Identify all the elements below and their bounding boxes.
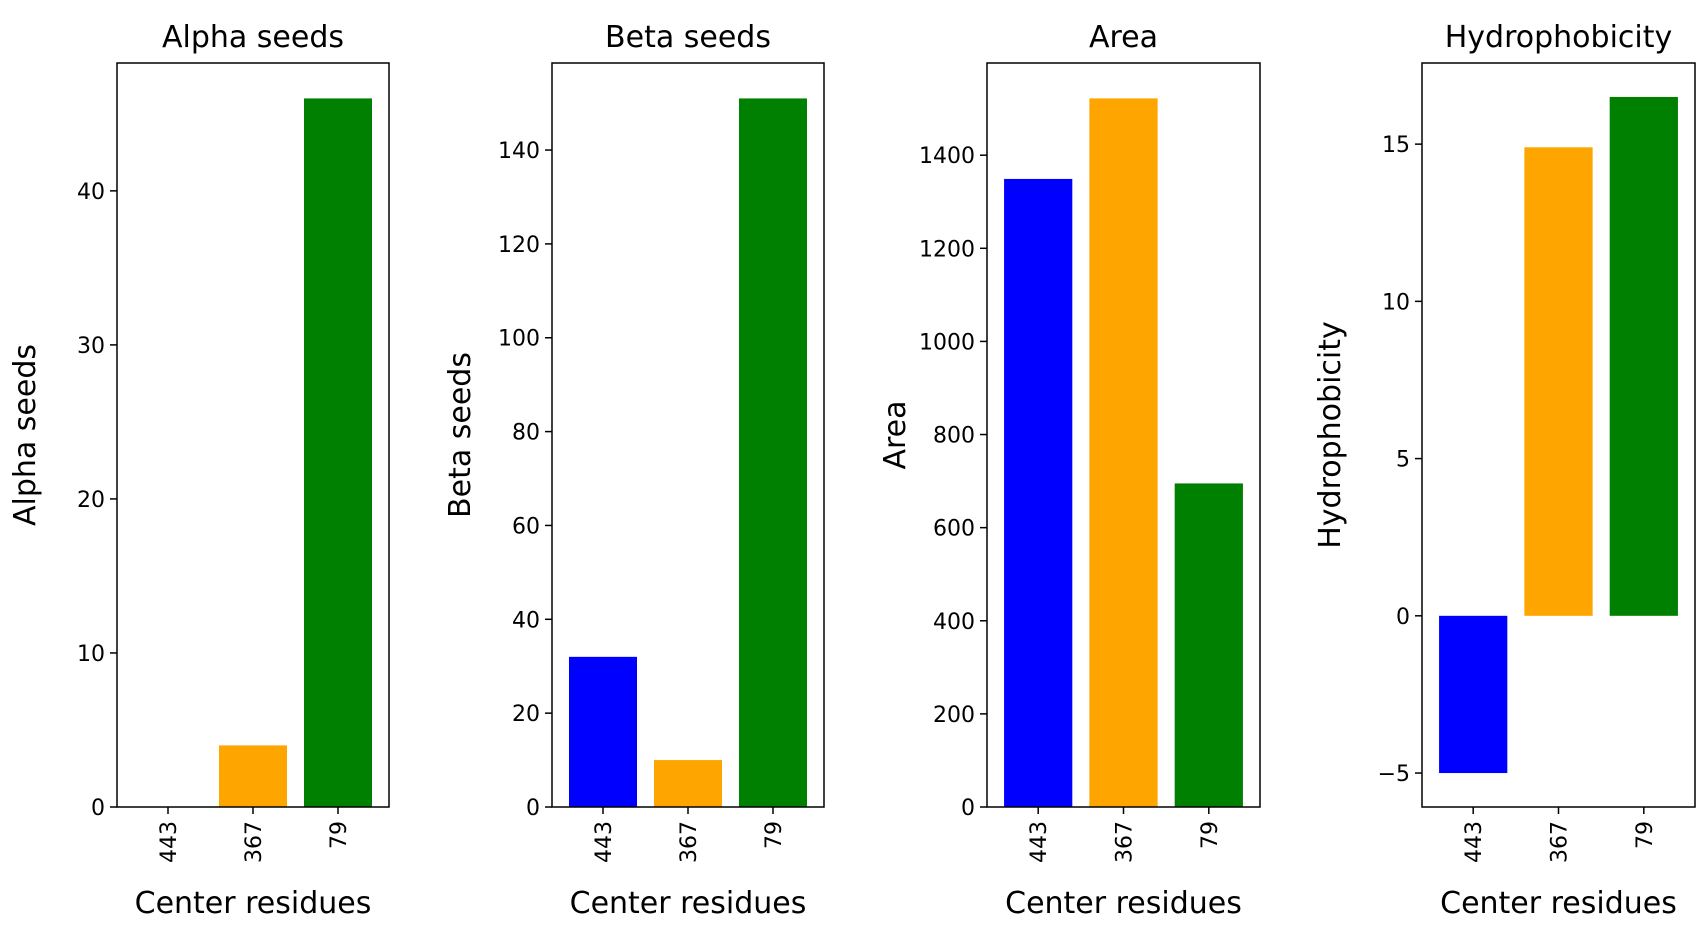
y-tick-label: −5: [1378, 762, 1410, 787]
chart-title: Hydrophobicity: [1445, 20, 1673, 55]
bar-443: [569, 656, 637, 807]
chart-title: Alpha seeds: [162, 20, 344, 55]
y-tick-label: 1400: [919, 144, 975, 169]
y-tick-label: 15: [1382, 133, 1410, 158]
bar-367: [219, 745, 287, 807]
bar-79: [1174, 483, 1243, 807]
x-axis-label: Center residues: [1005, 886, 1242, 921]
y-tick-label: 5: [1396, 448, 1410, 473]
x-tick-label: 443: [1027, 821, 1052, 863]
y-tick-label: 0: [91, 796, 105, 821]
y-tick-label: 10: [77, 642, 105, 667]
y-axis-label: Hydrophobicity: [1313, 321, 1348, 549]
bar-79: [1609, 96, 1678, 616]
chart-title: Area: [1089, 20, 1158, 55]
x-tick-label: 79: [762, 821, 787, 849]
y-axis-label: Beta seeds: [443, 352, 478, 518]
y-tick-label: 600: [933, 517, 975, 542]
x-axis-label: Center residues: [570, 886, 807, 921]
bar-367: [654, 760, 722, 807]
chart-panel-4: −5 0 5 10 15 443 367 79 Hydrophobicity Center res…: [1313, 20, 1696, 921]
y-tick-label: 120: [498, 233, 540, 258]
y-axis-label: Alpha seeds: [8, 344, 43, 526]
y-tick-label: 60: [512, 514, 540, 539]
y-tick-label: 0: [1396, 605, 1410, 630]
bar-367: [1089, 98, 1158, 808]
x-tick-label: 79: [1633, 821, 1658, 849]
y-tick-label: 1000: [919, 330, 975, 355]
y-axis-label: Area: [878, 400, 913, 469]
x-tick-label: 367: [677, 821, 702, 863]
y-tick-label: 0: [961, 796, 975, 821]
x-tick-label: 367: [1548, 821, 1573, 863]
chart-panel-3: 0 200 400 600 800 1000 1200 1400 443 367 79 Area Cen…: [878, 20, 1261, 921]
y-tick-label: 800: [933, 424, 975, 449]
x-tick-label: 443: [592, 821, 617, 863]
chart-panel-1: 0 10 20 30 40 443 367 79 Alpha seeds Center resid…: [8, 20, 390, 921]
bar-79: [304, 98, 372, 807]
x-axis-label: Center residues: [1440, 886, 1677, 921]
x-tick-label: 79: [327, 821, 352, 849]
x-tick-label: 443: [1462, 821, 1487, 863]
y-tick-label: 100: [498, 327, 540, 352]
y-tick-label: 40: [512, 608, 540, 633]
y-tick-label: 30: [77, 334, 105, 359]
bar-443: [1004, 178, 1073, 807]
y-tick-label: 20: [77, 488, 105, 513]
x-tick-label: 367: [1113, 821, 1138, 863]
y-tick-label: 200: [933, 703, 975, 728]
x-axis-label: Center residues: [135, 886, 372, 921]
chart-title: Beta seeds: [605, 20, 771, 55]
bar-367: [1524, 147, 1593, 616]
y-tick-label: 0: [526, 796, 540, 821]
chart-panel-2: 0 20 40 60 80 100 120 140 443 367 79 Beta seeds Cent…: [443, 20, 825, 921]
x-tick-label: 367: [242, 821, 267, 863]
bar-443: [1439, 615, 1508, 774]
bar-79: [739, 98, 807, 807]
y-tick-label: 1200: [919, 237, 975, 262]
y-tick-label: 80: [512, 421, 540, 446]
y-tick-label: 400: [933, 610, 975, 635]
y-tick-label: 140: [498, 139, 540, 164]
y-tick-label: 20: [512, 702, 540, 727]
x-tick-label: 79: [1198, 821, 1223, 849]
y-tick-label: 40: [77, 180, 105, 205]
x-tick-label: 443: [157, 821, 182, 863]
y-tick-label: 10: [1382, 290, 1410, 315]
